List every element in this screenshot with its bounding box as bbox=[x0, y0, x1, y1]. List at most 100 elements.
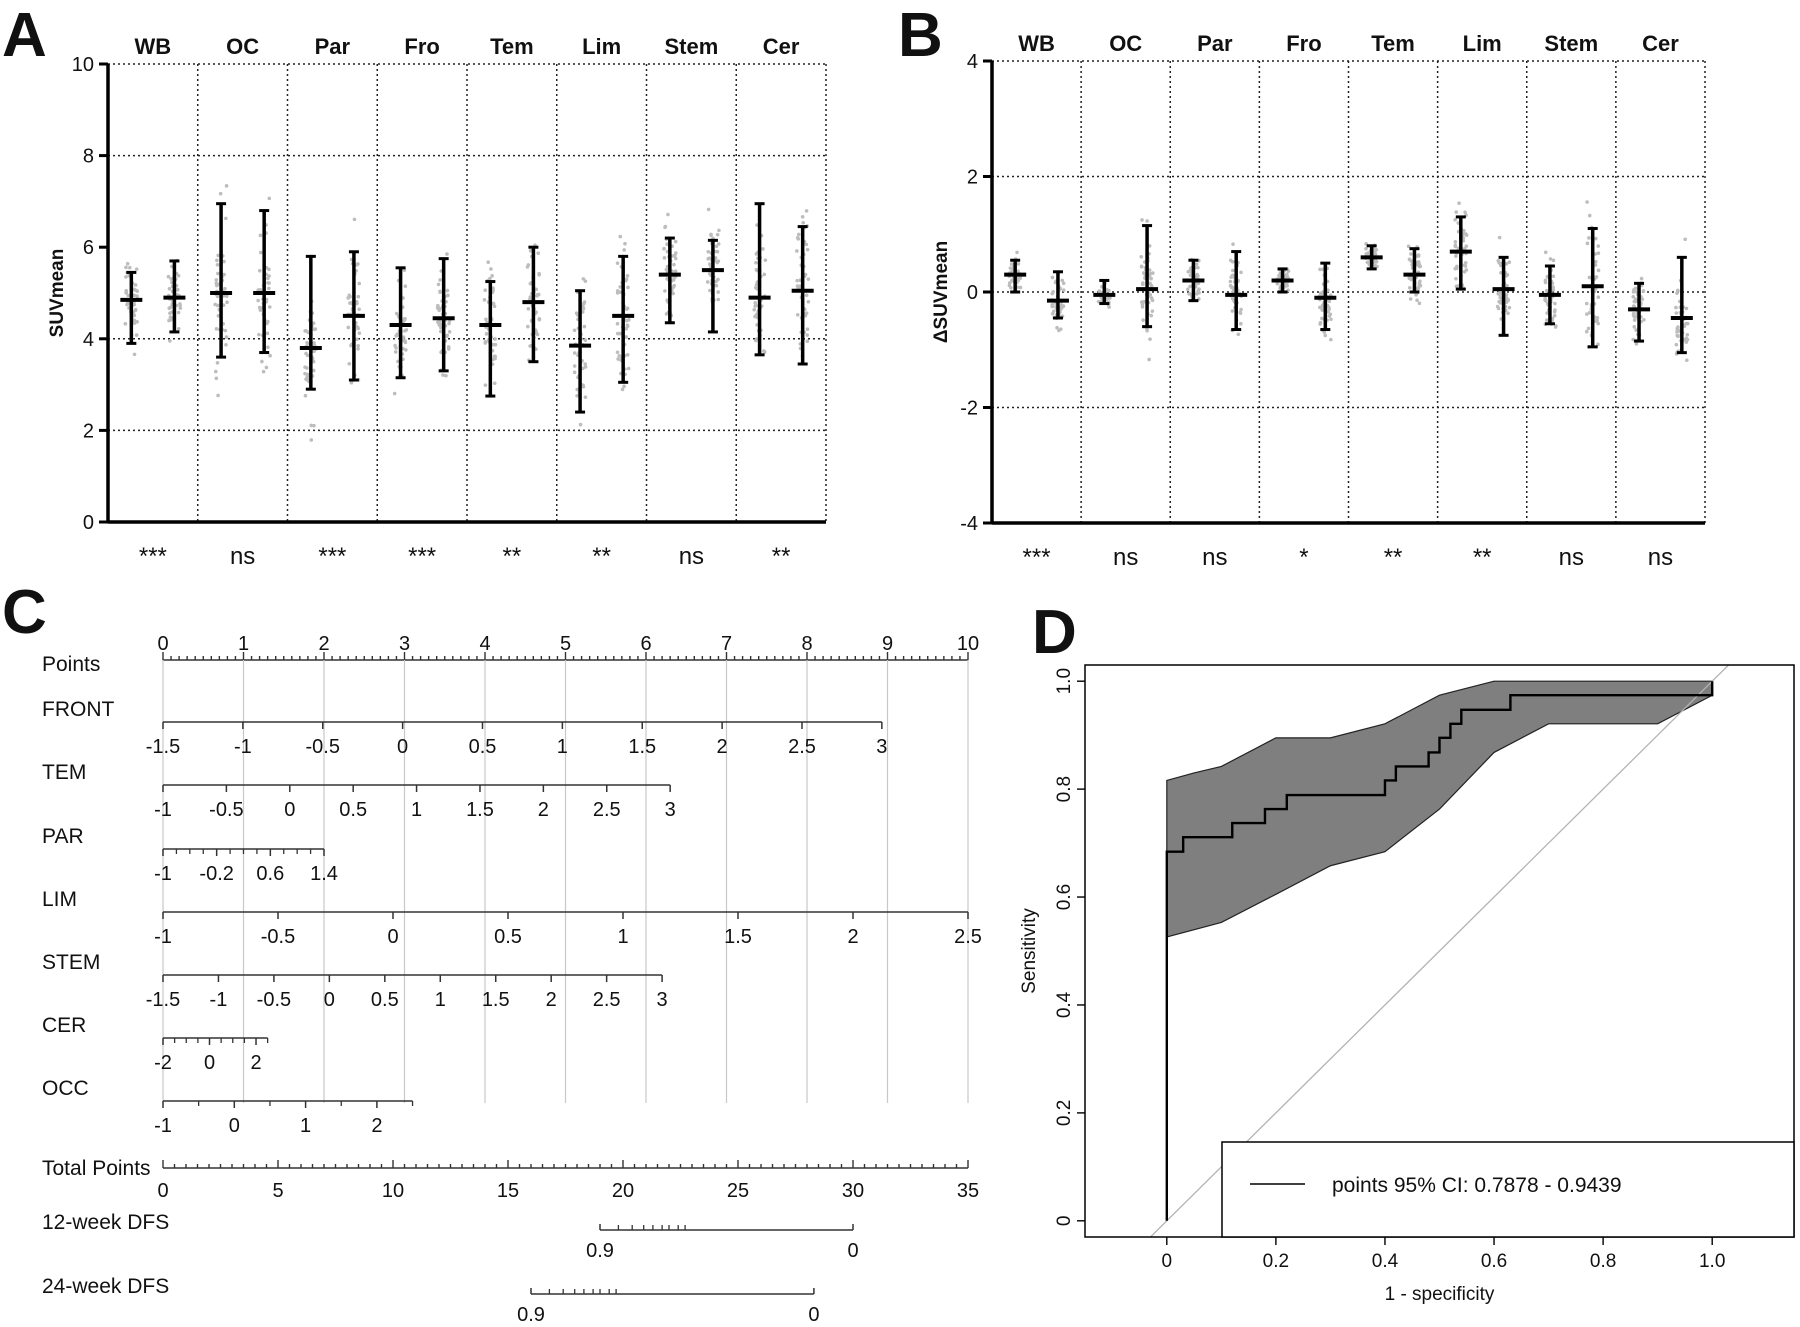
data-point bbox=[168, 305, 173, 309]
data-point bbox=[1676, 325, 1680, 329]
data-point bbox=[352, 217, 357, 222]
data-point bbox=[572, 364, 577, 368]
data-point bbox=[1018, 285, 1023, 290]
data-point bbox=[581, 366, 585, 371]
data-point bbox=[796, 232, 801, 237]
variable-tick-label: 0.5 bbox=[469, 736, 497, 758]
variable-tick-label: 2 bbox=[717, 736, 728, 758]
data-point bbox=[445, 333, 450, 338]
data-point bbox=[135, 289, 140, 293]
data-point bbox=[490, 274, 494, 278]
variable-tick-label: -1 bbox=[234, 736, 252, 758]
data-point bbox=[1231, 286, 1236, 290]
data-point bbox=[528, 281, 533, 286]
data-point bbox=[356, 326, 361, 331]
data-point bbox=[1674, 342, 1679, 347]
data-point bbox=[1140, 305, 1145, 309]
data-point bbox=[1015, 250, 1019, 255]
data-point bbox=[1584, 329, 1589, 334]
data-point bbox=[800, 215, 805, 219]
data-point bbox=[582, 324, 587, 329]
data-point bbox=[1596, 321, 1600, 326]
data-point bbox=[394, 346, 398, 350]
data-point bbox=[716, 242, 721, 246]
data-point bbox=[267, 267, 271, 272]
variable-tick-label: 0 bbox=[397, 736, 408, 758]
data-point bbox=[213, 369, 218, 374]
data-point bbox=[1506, 311, 1510, 316]
data-point bbox=[665, 242, 669, 247]
data-point bbox=[1148, 281, 1152, 286]
data-point bbox=[1544, 288, 1549, 293]
data-point bbox=[1141, 271, 1146, 275]
points-tick-label: 5 bbox=[560, 633, 571, 655]
data-point bbox=[176, 326, 181, 331]
points-tick-label: 7 bbox=[721, 633, 732, 655]
data-point bbox=[1139, 264, 1144, 269]
data-point bbox=[709, 232, 713, 237]
data-point bbox=[1366, 252, 1370, 257]
data-point bbox=[1596, 244, 1601, 248]
data-point bbox=[1231, 268, 1235, 273]
data-point bbox=[1149, 276, 1153, 281]
data-point bbox=[132, 318, 137, 323]
data-point bbox=[795, 313, 800, 317]
significance-label: ns bbox=[1202, 544, 1227, 571]
data-point bbox=[1506, 298, 1510, 303]
data-point bbox=[1061, 304, 1066, 308]
row-label: Points bbox=[42, 653, 100, 676]
panel-a-suvmean-chart: 0 2 4 6 8 10 SUVmean WB *** OC ns Par *** Fro *** Tem **… bbox=[47, 34, 827, 570]
panel-letter-d: D bbox=[1032, 598, 1077, 667]
data-point bbox=[1230, 309, 1235, 313]
variable-tick-label: 2.5 bbox=[593, 989, 621, 1011]
data-point bbox=[178, 306, 183, 310]
data-point bbox=[1328, 312, 1333, 317]
data-point bbox=[1596, 295, 1601, 300]
data-point bbox=[303, 393, 308, 398]
data-point bbox=[1140, 218, 1144, 222]
row-label: STEM bbox=[42, 951, 100, 974]
data-point bbox=[224, 342, 228, 347]
data-point bbox=[673, 269, 678, 273]
region-label: OC bbox=[226, 34, 259, 59]
points-tick-label: 6 bbox=[640, 633, 651, 655]
region-label: WB bbox=[1018, 31, 1055, 56]
data-point bbox=[1632, 314, 1637, 319]
points-tick-label: 0 bbox=[157, 633, 168, 655]
significance-label: ** bbox=[1384, 544, 1403, 571]
data-point bbox=[1239, 270, 1243, 275]
data-point bbox=[581, 383, 585, 388]
data-point bbox=[626, 285, 630, 290]
variable-tick-label: -0.5 bbox=[209, 799, 243, 821]
data-point bbox=[214, 327, 219, 331]
panel-letter-c: C bbox=[2, 578, 47, 647]
y-tick-label: 2 bbox=[83, 420, 94, 442]
x-tick-label: 0.2 bbox=[1263, 1251, 1289, 1272]
data-point bbox=[1507, 260, 1512, 264]
data-point bbox=[438, 329, 443, 334]
significance-label: *** bbox=[318, 543, 346, 570]
data-point bbox=[349, 343, 353, 348]
region-label: Par bbox=[315, 34, 351, 59]
data-point bbox=[1632, 299, 1637, 304]
data-point bbox=[804, 242, 809, 247]
data-point bbox=[1414, 292, 1418, 297]
data-point bbox=[1498, 293, 1502, 297]
data-point bbox=[347, 293, 352, 298]
variable-tick-label: -0.5 bbox=[257, 989, 291, 1011]
data-point bbox=[762, 272, 767, 277]
variable-tick-label: 1.5 bbox=[466, 799, 494, 821]
data-point bbox=[1455, 264, 1459, 269]
data-point bbox=[752, 307, 757, 312]
data-point bbox=[801, 220, 806, 225]
data-point bbox=[347, 361, 352, 366]
data-point bbox=[1596, 268, 1601, 273]
data-point bbox=[753, 314, 757, 319]
data-point bbox=[1464, 232, 1468, 236]
data-point bbox=[615, 291, 620, 295]
data-point bbox=[1593, 236, 1598, 241]
data-point bbox=[222, 259, 226, 264]
data-point bbox=[357, 307, 361, 312]
data-point bbox=[132, 321, 137, 325]
data-point bbox=[1587, 310, 1592, 315]
